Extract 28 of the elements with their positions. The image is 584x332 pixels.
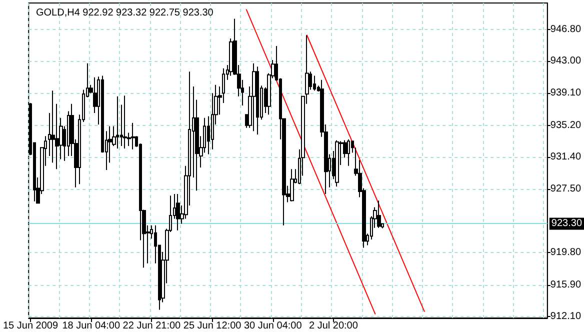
- y-tick-label: 931.40: [550, 151, 582, 162]
- candlestick: [290, 168, 294, 202]
- candlestick: [313, 75, 316, 92]
- x-tick-label: 22 Jun 21:00: [122, 320, 182, 332]
- y-tick-label: 943.00: [550, 55, 582, 66]
- chart-title: GOLD,H4 922.92 923.32 922.75 923.30: [36, 8, 214, 18]
- x-tick-label: 2 Jul 20:00: [308, 320, 358, 332]
- y-tick-label: 919.80: [550, 247, 582, 258]
- x-tick-label: 30 Jun 04:00: [244, 320, 302, 332]
- candlestick: [131, 122, 135, 150]
- y-tick-label: 915.90: [550, 279, 582, 290]
- x-tick-label: 25 Jun 12:00: [183, 320, 242, 332]
- x-tick-label: 15 Jun 2009: [2, 320, 58, 332]
- y-tick-label: 939.10: [550, 88, 582, 99]
- candlestick: [252, 62, 256, 132]
- y-tick-label: 946.80: [550, 24, 582, 35]
- candlestick: [123, 95, 127, 150]
- candlestick: [347, 138, 350, 166]
- candlestick: [377, 200, 381, 228]
- x-tick-label: 18 Jun 04:00: [62, 320, 120, 332]
- candlestick: [116, 96, 119, 150]
- candlestick: [256, 66, 259, 135]
- candlestick: [335, 140, 339, 188]
- ref-line-label: 923.30: [551, 218, 582, 230]
- candlestick: [176, 193, 180, 231]
- y-tick-label: 927.50: [550, 184, 582, 195]
- y-tick-label: 935.20: [550, 120, 582, 131]
- y-tick-label: 912.10: [550, 310, 582, 322]
